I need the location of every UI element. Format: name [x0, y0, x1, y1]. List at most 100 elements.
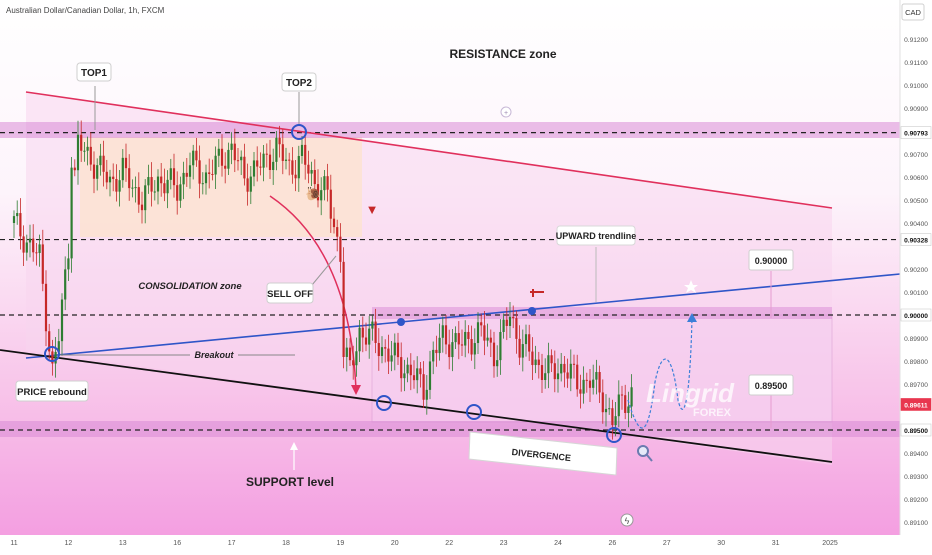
- candle-body: [345, 347, 348, 357]
- candle-body: [505, 319, 508, 326]
- candle-body: [598, 372, 601, 393]
- time-tick-label: 22: [445, 540, 453, 547]
- candle-body: [508, 316, 512, 326]
- price-tick-label: 0.91200: [904, 37, 928, 44]
- horizontal-levels: [0, 132, 900, 431]
- candle-body: [185, 172, 188, 177]
- candle-body: [179, 184, 182, 201]
- candle-body: [313, 170, 316, 185]
- candle-body: [348, 347, 352, 361]
- candle-body: [342, 261, 345, 357]
- candle-body: [288, 159, 291, 161]
- price-tag-0-89500[interactable]: [900, 423, 932, 437]
- candle-body: [38, 244, 41, 253]
- top2-marker[interactable]: [291, 124, 307, 140]
- candle-body: [272, 161, 275, 171]
- price-axis-ticks: 0.91200 0.91100 0.91000 0.90900 0.90793 0.907…: [900, 37, 932, 527]
- sell-off-callout: SELL OFF: [266, 255, 337, 304]
- time-tick-label: 19: [337, 540, 345, 547]
- candle-body: [188, 165, 192, 177]
- top1-callout: TOP1: [76, 62, 112, 130]
- candle-body: [128, 168, 131, 189]
- mid-range-zone-band: [372, 307, 832, 319]
- candle-body: [310, 170, 313, 174]
- candle-body: [64, 269, 67, 300]
- price-tick-label: 0.89700: [904, 382, 928, 389]
- price-tick-label: 0.90100: [904, 290, 928, 297]
- candle-body: [627, 406, 630, 413]
- candle-body: [60, 299, 64, 342]
- candle-body: [48, 331, 51, 352]
- candle-body: [438, 337, 441, 354]
- candle-body: [278, 137, 281, 145]
- candle-body: [204, 172, 208, 184]
- upward-trendline-label: UPWARD trendline: [556, 231, 637, 241]
- low3-marker[interactable]: [606, 427, 622, 443]
- price-axis-panel[interactable]: [900, 0, 932, 550]
- candle-body: [246, 178, 249, 192]
- candle-body: [387, 348, 390, 362]
- rebound-marker[interactable]: [44, 346, 60, 362]
- price-tick-label: 0.89500: [904, 428, 928, 435]
- candle-body: [256, 160, 259, 167]
- candle-body: [265, 153, 268, 155]
- candle-body: [28, 238, 32, 243]
- candle-body: [540, 365, 544, 381]
- candle-body: [499, 331, 502, 361]
- candle-body: [131, 187, 134, 189]
- candle-body: [406, 364, 409, 374]
- candle-body: [566, 372, 569, 379]
- price-tag-0-90793[interactable]: [900, 126, 932, 139]
- candle-body: [364, 337, 368, 345]
- info-dot-icon: [500, 106, 512, 118]
- candle-body: [361, 327, 364, 338]
- candle-body: [384, 347, 387, 349]
- candle-body: [144, 185, 147, 211]
- upward-trendline[interactable]: [25, 273, 901, 359]
- candle-body: [380, 347, 384, 357]
- candle-body: [172, 168, 176, 186]
- candle-body: [25, 242, 28, 253]
- target-box-callout: 0.90000: [748, 249, 794, 318]
- support-trendline[interactable]: [0, 349, 833, 463]
- candle-body: [620, 394, 624, 396]
- candle-body: [374, 321, 377, 343]
- time-tick-label: 31: [772, 540, 780, 547]
- resistance-trendline[interactable]: [25, 91, 833, 209]
- info-dot-glyph: +: [504, 110, 508, 117]
- candle-body: [560, 363, 563, 374]
- candle-body: [451, 342, 454, 358]
- candle-body: [630, 387, 633, 407]
- time-tick-label: 2025: [822, 540, 838, 547]
- price-tag-0-90328[interactable]: [900, 233, 932, 246]
- down-arrow-icon: ▼: [366, 202, 379, 217]
- candle-body: [608, 408, 611, 410]
- price-tick-label: 0.90500: [904, 198, 928, 205]
- symbol-title[interactable]: Australian Dollar/Canadian Dollar, 1h, F…: [6, 6, 165, 15]
- support-level-label: SUPPORT level: [246, 475, 334, 489]
- candle-body: [412, 375, 416, 381]
- candle-body: [355, 351, 358, 366]
- price-tag-0-90000[interactable]: [900, 308, 932, 322]
- currency-badge[interactable]: [901, 3, 925, 21]
- time-axis-panel[interactable]: [0, 535, 900, 550]
- candle-body: [460, 344, 464, 346]
- price-tick-label: 0.90400: [904, 221, 928, 228]
- candle-body: [569, 363, 572, 379]
- low2-marker[interactable]: [466, 404, 482, 420]
- stop-box-callout: 0.89500: [748, 374, 794, 428]
- price-tag-0-89611[interactable]: [900, 398, 932, 411]
- candle-body: [150, 177, 153, 192]
- candle-body: [137, 187, 140, 205]
- candle-body: [300, 144, 304, 156]
- upward-trendline-callout: UPWARD trendline: [556, 225, 637, 302]
- target-box-label: 0.90000: [755, 256, 788, 266]
- candle-body: [601, 392, 604, 413]
- candle-body: [19, 213, 22, 237]
- price-rebound-callout: PRICE rebound: [15, 380, 89, 402]
- low1-marker[interactable]: [376, 395, 392, 411]
- candle-body: [268, 154, 272, 171]
- candle-body: [595, 372, 598, 380]
